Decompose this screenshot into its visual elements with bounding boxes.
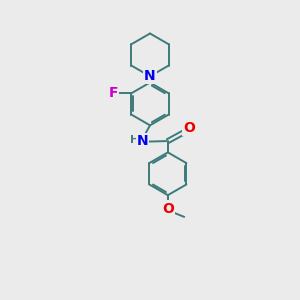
- Text: O: O: [162, 202, 174, 216]
- Text: O: O: [183, 121, 195, 135]
- Text: N: N: [137, 134, 148, 148]
- Text: F: F: [109, 86, 118, 100]
- Text: H: H: [130, 136, 139, 146]
- Text: N: N: [144, 69, 156, 83]
